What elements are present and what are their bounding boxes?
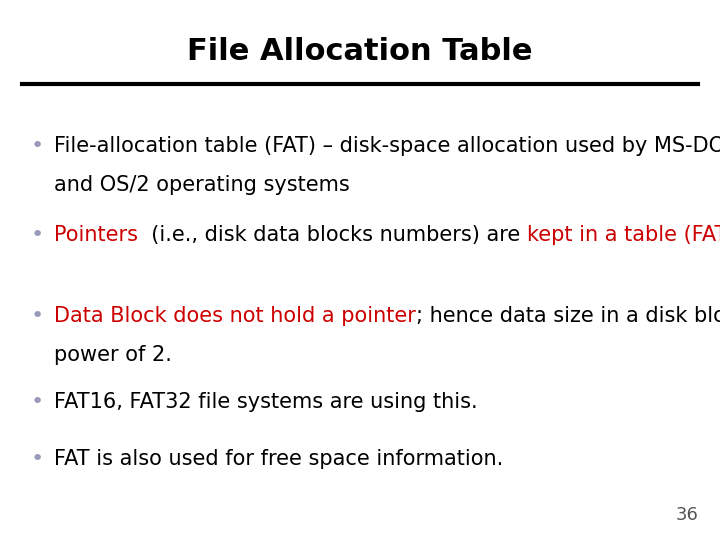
Text: •: • <box>31 449 44 469</box>
Text: File-allocation table (FAT) – disk-space allocation used by MS-DOS: File-allocation table (FAT) – disk-space… <box>54 136 720 156</box>
Text: •: • <box>31 136 44 156</box>
Text: FAT is also used for free space information.: FAT is also used for free space informat… <box>54 449 503 469</box>
Text: and OS/2 operating systems: and OS/2 operating systems <box>54 174 350 195</box>
Text: File Allocation Table: File Allocation Table <box>187 37 533 66</box>
Text: ; hence data size in a disk block is a: ; hence data size in a disk block is a <box>416 306 720 326</box>
Text: Pointers: Pointers <box>54 225 138 245</box>
Text: FAT16, FAT32 file systems are using this.: FAT16, FAT32 file systems are using this… <box>54 392 477 413</box>
Text: •: • <box>31 306 44 326</box>
Text: Data Block does not hold a pointer: Data Block does not hold a pointer <box>54 306 416 326</box>
Text: 36: 36 <box>675 506 698 524</box>
Text: kept in a table (FAT): kept in a table (FAT) <box>527 225 720 245</box>
Text: power of 2.: power of 2. <box>54 345 172 365</box>
Text: •: • <box>31 392 44 413</box>
Text: (i.e., disk data blocks numbers) are: (i.e., disk data blocks numbers) are <box>138 225 527 245</box>
Text: •: • <box>31 225 44 245</box>
